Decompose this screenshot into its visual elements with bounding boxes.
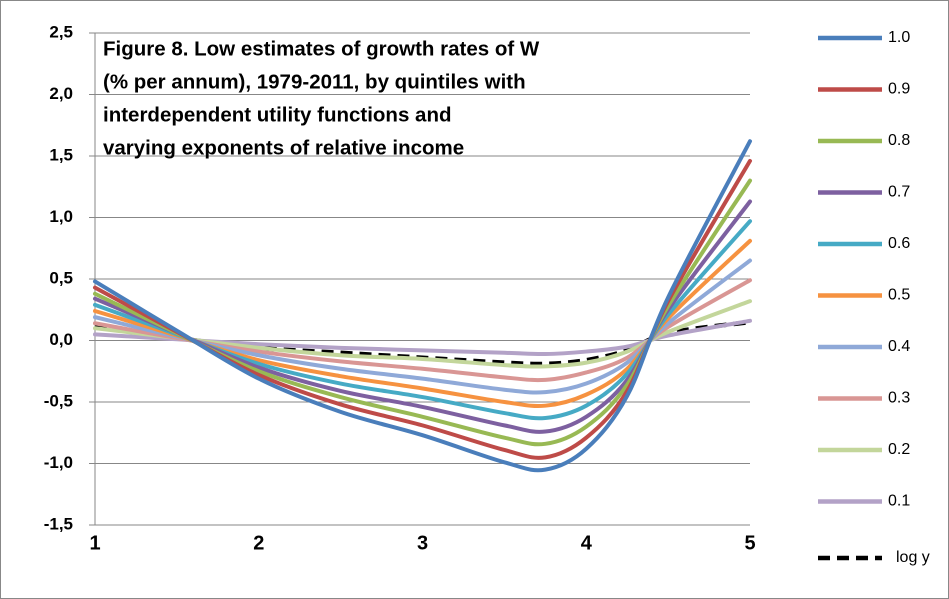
y-tick-label: 2,0 (49, 84, 73, 103)
y-tick-label: 2,5 (49, 22, 73, 41)
legend-label: 0.1 (888, 493, 910, 510)
y-tick-label: -1,0 (44, 453, 73, 472)
x-tick-label: 2 (253, 532, 264, 554)
chart-title: Figure 8. Low estimates of growth rates … (103, 37, 540, 60)
chart-title: (% per annum), 1979-2011, by quintiles w… (103, 70, 526, 93)
y-tick-label: 0,0 (49, 330, 73, 349)
legend-label: 0.6 (888, 235, 910, 252)
chart-title: varying exponents of relative income (103, 136, 464, 159)
legend-label: 1.0 (888, 29, 910, 46)
legend-label: 0.4 (888, 338, 910, 355)
x-tick-label: 3 (417, 532, 428, 554)
x-tick-label: 1 (89, 532, 100, 554)
y-tick-label: -1,5 (44, 514, 73, 533)
series-line (93, 299, 752, 369)
x-tick-label: 4 (581, 532, 593, 554)
y-tick-label: -0,5 (44, 391, 73, 410)
legend-label: 0.9 (888, 81, 910, 98)
y-tick-label: 0,5 (49, 268, 73, 287)
legend-label: 0.3 (888, 390, 910, 407)
y-tick-label: 1,0 (49, 207, 73, 226)
legend-label: log y (896, 549, 930, 566)
chart-title: interdependent utility functions and (103, 103, 452, 126)
legend-label: 0.5 (888, 287, 910, 304)
series-line (94, 319, 751, 367)
y-tick-label: 1,5 (49, 145, 73, 164)
legend-label: 0.7 (888, 184, 910, 201)
x-tick-label: 5 (744, 532, 755, 554)
legend-label: 0.2 (888, 441, 910, 458)
series-line (93, 139, 752, 473)
legend-label: 0.8 (888, 132, 910, 149)
